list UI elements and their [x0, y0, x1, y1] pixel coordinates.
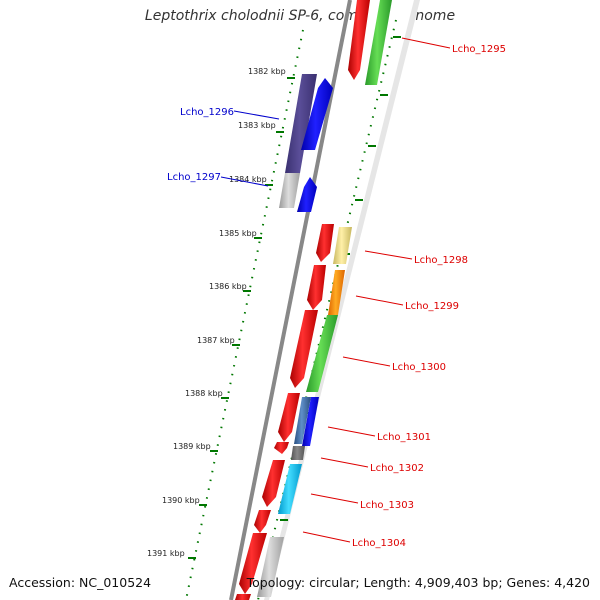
kbp-tick-labels: 1382 kbp 1383 kbp 1384 kbp 1385 kbp 1386…: [147, 67, 286, 558]
tick-label-1383: 1383 kbp: [238, 121, 276, 130]
gene-label-lcho-1300: Lcho_1300: [392, 362, 446, 373]
gene-red-1302: [274, 442, 289, 454]
topology-text: Topology: circular; Length: 4,909,403 bp…: [246, 575, 590, 590]
gene-red-1303: [262, 460, 285, 507]
gene-red-1304a: [254, 510, 271, 533]
gene-red-1295: [348, 0, 370, 80]
forward-leader-lines: [220, 110, 280, 187]
gene-gray-1304: [257, 537, 284, 597]
gene-label-lcho-1299: Lcho_1299: [405, 301, 459, 312]
gene-green-1295: [365, 0, 392, 85]
tick-label-1391: 1391 kbp: [147, 549, 185, 558]
left-tick-marks: [188, 77, 295, 559]
tick-label-1386: 1386 kbp: [209, 282, 247, 291]
gene-label-lcho-1302: Lcho_1302: [370, 463, 424, 474]
tick-label-1385: 1385 kbp: [219, 229, 257, 238]
gene-label-lcho-1304: Lcho_1304: [352, 538, 406, 549]
accession-text: Accession: NC_010524: [9, 575, 152, 590]
gene-red-bottom: [235, 594, 251, 600]
tick-label-1389: 1389 kbp: [173, 442, 211, 451]
gene-green-1300: [306, 315, 338, 392]
gene-cyan-1303: [278, 464, 302, 514]
gene-steel-1301: [294, 397, 311, 444]
gene-red-1298: [316, 224, 334, 262]
right-tick-rail: [257, 19, 397, 600]
gene-label-lcho-1301: Lcho_1301: [377, 432, 431, 443]
tick-label-1388: 1388 kbp: [185, 389, 223, 398]
gene-gray-1297: [279, 173, 300, 208]
gene-label-lcho-1298: Lcho_1298: [414, 255, 468, 266]
gene-red-1299: [307, 265, 326, 310]
gene-dgray-1302: [291, 446, 305, 460]
reverse-leader-lines: [302, 37, 451, 543]
gene-orange-1299: [328, 270, 345, 315]
gene-label-lcho-1303: Lcho_1303: [360, 500, 414, 511]
gene-blue-1301: [302, 397, 319, 446]
gene-labels: Lcho_1295 Lcho_1296 Lcho_1297 Lcho_1298 …: [167, 44, 506, 549]
gene-label-lcho-1297: Lcho_1297: [167, 172, 221, 183]
tick-label-1384: 1384 kbp: [229, 175, 267, 184]
gene-blue-1297: [297, 177, 317, 212]
tick-label-1382: 1382 kbp: [248, 67, 286, 76]
tick-label-1390: 1390 kbp: [162, 496, 200, 505]
gene-label-lcho-1295: Lcho_1295: [452, 44, 506, 55]
tick-label-1387: 1387 kbp: [197, 336, 235, 345]
gene-yellow-1298: [333, 227, 352, 264]
gene-red-1300: [290, 310, 318, 388]
gene-red-1304b: [239, 533, 267, 594]
backbone-line: [229, 0, 352, 600]
gene-label-lcho-1296: Lcho_1296: [180, 107, 234, 118]
gene-blue-1296: [301, 78, 333, 150]
gene-red-1301: [278, 393, 300, 442]
gene-purple-1296: [285, 74, 317, 173]
